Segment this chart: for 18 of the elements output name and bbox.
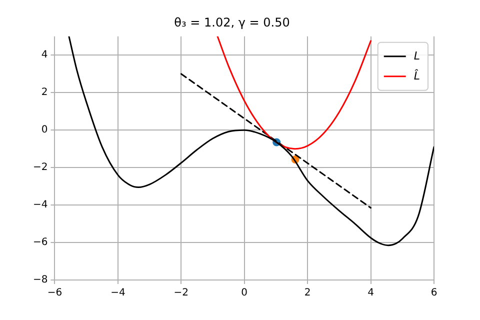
y-tick-label: −2	[32, 162, 48, 174]
legend-label: L	[414, 49, 420, 62]
x-tick-label: −4	[110, 288, 126, 299]
line-series	[68, 36, 434, 246]
y-tick-label: −8	[32, 274, 48, 286]
x-tick-label: 0	[241, 288, 248, 299]
y-tick-label: 2	[41, 87, 48, 98]
chart-title: θ₃ = 1.02, γ = 0.50	[174, 15, 290, 30]
x-tick-label: 6	[430, 288, 438, 299]
legend-label: L̂	[414, 68, 420, 82]
x-tick-label: 2	[304, 288, 311, 299]
x-tick-label: 4	[368, 288, 374, 299]
y-tick-label: 4	[41, 50, 48, 61]
y-tick-label: −4	[32, 200, 48, 211]
line-series	[216, 36, 372, 150]
y-tick-label: −6	[32, 237, 48, 248]
x-tick-label: −2	[174, 288, 189, 299]
y-tick-label: 0	[41, 124, 48, 136]
